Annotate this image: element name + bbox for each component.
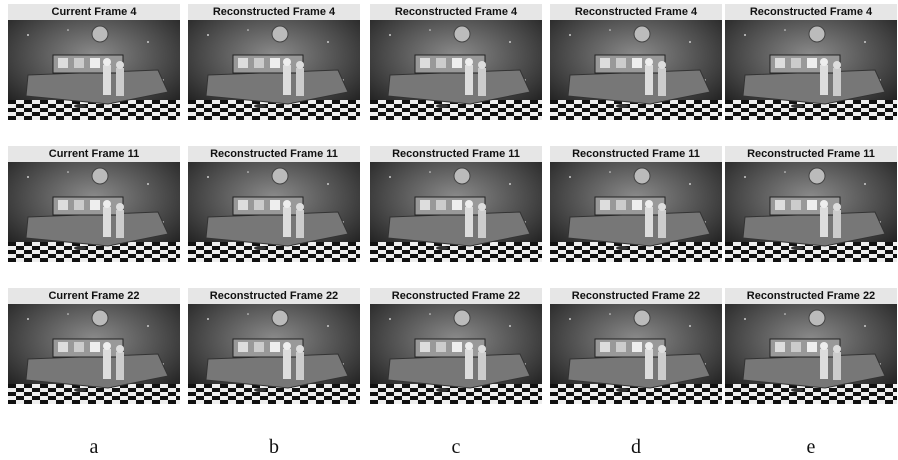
frame-panel: Reconstructed Frame 4 [370, 4, 542, 120]
frame-panel: Reconstructed Frame 11 [370, 146, 542, 262]
frame-image [8, 304, 180, 404]
frame-image [8, 20, 180, 120]
frame-image [370, 304, 542, 404]
frame-panel: Current Frame 11 [8, 146, 180, 262]
frame-title: Reconstructed Frame 22 [725, 288, 897, 304]
frame-panel: Reconstructed Frame 22 [188, 288, 360, 404]
frame-panel: Reconstructed Frame 22 [370, 288, 542, 404]
frame-image [188, 304, 360, 404]
frame-title: Current Frame 4 [8, 4, 180, 20]
frame-title: Reconstructed Frame 4 [188, 4, 360, 20]
frame-panel: Current Frame 4 [8, 4, 180, 120]
frame-title: Reconstructed Frame 11 [188, 146, 360, 162]
frame-title: Current Frame 11 [8, 146, 180, 162]
frame-panel: Reconstructed Frame 11 [550, 146, 722, 262]
column-label: e [725, 436, 897, 459]
frame-panel: Reconstructed Frame 4 [725, 4, 897, 120]
frame-title: Reconstructed Frame 4 [725, 4, 897, 20]
frame-image [550, 162, 722, 262]
frame-title: Reconstructed Frame 4 [550, 4, 722, 20]
frame-panel: Reconstructed Frame 4 [550, 4, 722, 120]
frame-title: Reconstructed Frame 22 [550, 288, 722, 304]
frame-title: Current Frame 22 [8, 288, 180, 304]
frame-image [188, 20, 360, 120]
frame-image [370, 162, 542, 262]
frame-panel: Reconstructed Frame 11 [725, 146, 897, 262]
frame-panel: Reconstructed Frame 22 [725, 288, 897, 404]
frame-image [725, 20, 897, 120]
frame-panel: Reconstructed Frame 22 [550, 288, 722, 404]
column-label: d [550, 436, 722, 459]
column-label: b [188, 436, 360, 459]
frame-title: Reconstructed Frame 22 [188, 288, 360, 304]
frame-image [8, 162, 180, 262]
frame-panel: Current Frame 22 [8, 288, 180, 404]
frame-title: Reconstructed Frame 11 [725, 146, 897, 162]
frame-title: Reconstructed Frame 11 [370, 146, 542, 162]
frame-title: Reconstructed Frame 4 [370, 4, 542, 20]
frame-image [725, 162, 897, 262]
frame-title: Reconstructed Frame 11 [550, 146, 722, 162]
frame-title: Reconstructed Frame 22 [370, 288, 542, 304]
frame-image [370, 20, 542, 120]
frame-image [725, 304, 897, 404]
column-label: c [370, 436, 542, 459]
frame-image [550, 20, 722, 120]
frame-image [188, 162, 360, 262]
frame-image [550, 304, 722, 404]
frame-panel: Reconstructed Frame 11 [188, 146, 360, 262]
frame-panel: Reconstructed Frame 4 [188, 4, 360, 120]
figure: Current Frame 4Reconstructed Frame 4Reco… [0, 0, 898, 460]
column-label: a [8, 436, 180, 459]
